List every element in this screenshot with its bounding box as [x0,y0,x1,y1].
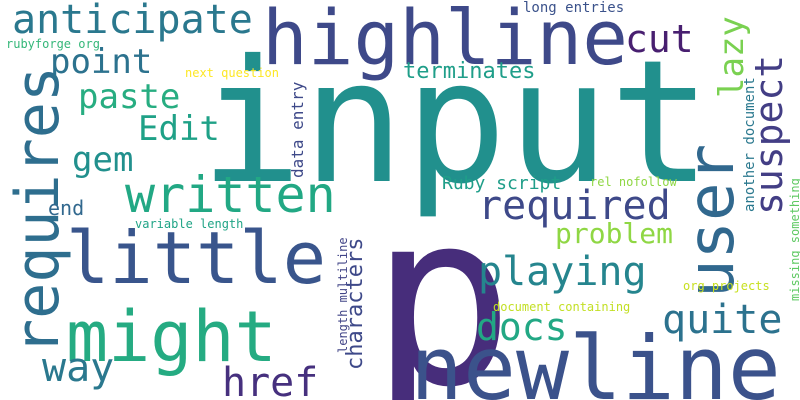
word: cut [625,17,694,61]
word: variable length [135,217,244,231]
word: user [675,143,749,298]
word: input [200,24,712,222]
word: might [66,296,277,378]
word: rel nofollow [590,175,677,189]
word: another document [742,77,758,212]
word: docs [476,305,568,349]
word: p [370,160,515,400]
word: way [42,345,115,391]
word: missing something [788,178,800,301]
word: length multiline [336,237,350,353]
word: little [66,216,327,300]
word: end [48,196,85,220]
word: anticipate [12,0,253,43]
word: required [478,183,671,229]
word: newline [410,317,781,400]
word: document containing [493,300,631,314]
word: href [222,360,319,400]
word: playing [478,249,647,295]
word: problem [555,217,674,250]
word: paste [78,77,181,117]
word: highline [262,0,629,82]
word: Ruby script [442,173,562,194]
word: next question [185,66,279,80]
word: point [50,42,153,82]
word: org projects [683,279,770,293]
word: written [125,166,336,224]
word: quite [662,297,783,343]
word: data entry [288,81,307,178]
word: long entries [523,0,625,16]
word: rubyforge org [6,37,100,51]
word: terminates [403,59,536,84]
word: Edit [138,109,220,149]
word: gem [72,140,134,180]
